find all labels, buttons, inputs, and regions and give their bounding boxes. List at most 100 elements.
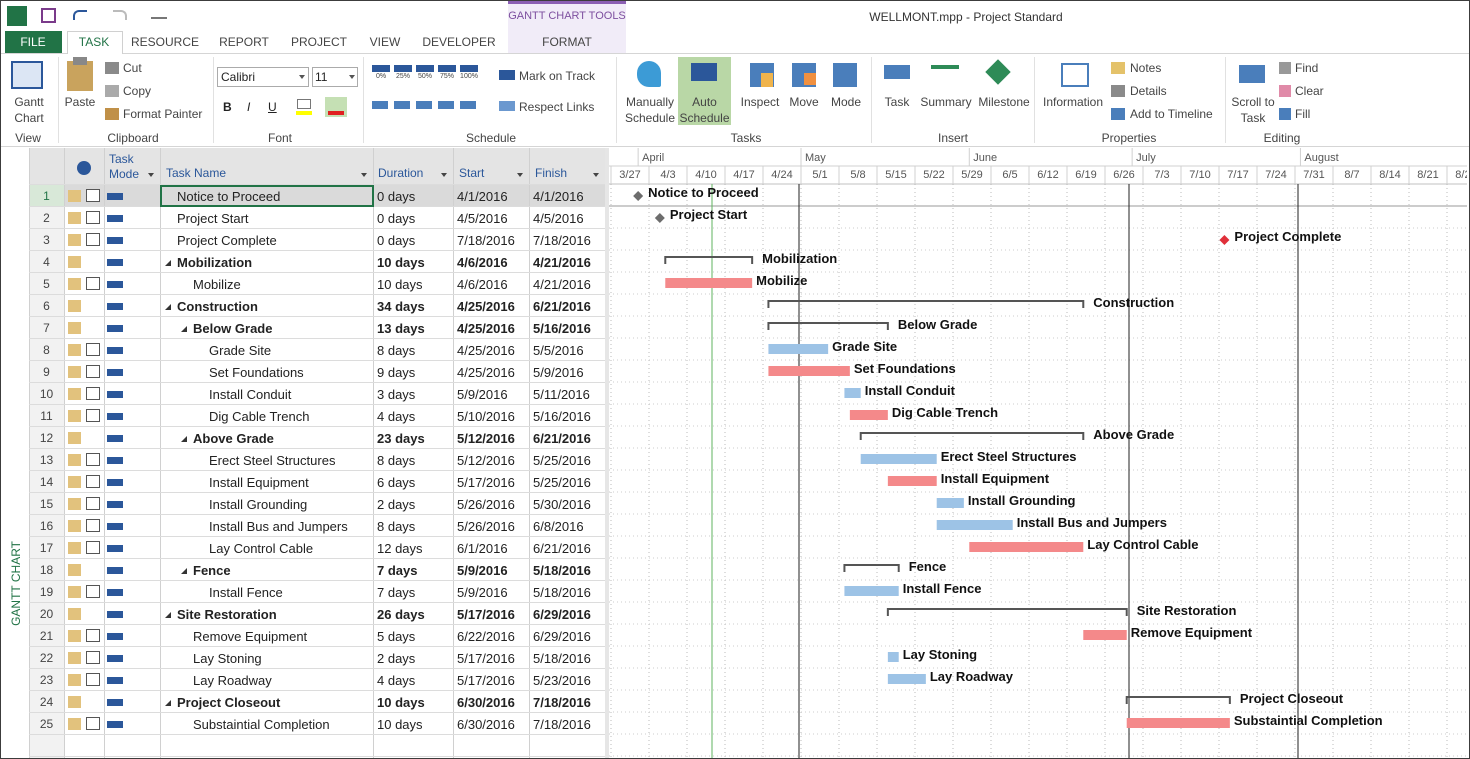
task-name[interactable]: Mobilize xyxy=(193,277,241,292)
tab[interactable]: PROJECT xyxy=(290,35,347,49)
task-name[interactable]: Lay Stoning xyxy=(193,651,262,666)
tab[interactable]: REPORT xyxy=(219,35,269,49)
task-name[interactable]: Construction xyxy=(177,299,258,314)
week-label: 6/5 xyxy=(1002,169,1017,181)
task-duration: 8 days xyxy=(377,453,416,468)
task-name[interactable]: Lay Control Cable xyxy=(209,541,314,556)
ribbon-button[interactable]: Inspect xyxy=(740,95,780,109)
task-name[interactable]: Above Grade xyxy=(193,431,274,446)
ribbon-button[interactable]: Task xyxy=(884,95,910,109)
ribbon-button[interactable]: Copy xyxy=(123,84,152,98)
week-label: 4/10 xyxy=(695,169,716,181)
info-icon xyxy=(77,161,91,175)
ribbon-button[interactable]: Details xyxy=(1130,84,1167,98)
ribbon-button[interactable]: Clear xyxy=(1295,84,1324,98)
ribbon-button[interactable]: Notes xyxy=(1130,61,1162,75)
task-name[interactable]: Install Fence xyxy=(209,585,283,600)
underline-button[interactable]: U xyxy=(268,100,277,114)
ribbon-button[interactable]: Milestone xyxy=(978,95,1030,109)
task-name[interactable]: Install Equipment xyxy=(209,475,309,490)
row-number: 15 xyxy=(39,497,54,511)
column-header[interactable]: Duration xyxy=(378,166,424,180)
task-name[interactable]: Install Conduit xyxy=(209,387,292,402)
ribbon-button[interactable]: Manually Schedule xyxy=(624,95,676,125)
percent-button[interactable]: 75% xyxy=(439,73,454,80)
bar-label: Install Fence xyxy=(903,581,982,596)
task-name[interactable]: Set Foundations xyxy=(209,365,304,380)
task-name[interactable]: Remove Equipment xyxy=(193,629,308,644)
column-header[interactable]: Finish xyxy=(535,166,568,180)
task-bar xyxy=(1126,718,1230,728)
ribbon-icon xyxy=(105,85,119,97)
task-name[interactable]: Fence xyxy=(193,563,231,578)
task-duration: 0 days xyxy=(377,233,416,248)
constraint-icon xyxy=(86,343,100,356)
ribbon-button[interactable]: Summary xyxy=(920,95,972,109)
task-name[interactable]: Project Start xyxy=(177,211,249,226)
bar-label: Lay Control Cable xyxy=(1087,537,1198,552)
tab[interactable]: RESOURCE xyxy=(130,35,199,49)
font-name[interactable]: Calibri xyxy=(221,70,256,84)
row-line xyxy=(29,426,605,427)
week-label: 7/3 xyxy=(1154,169,1169,181)
percent-button[interactable]: 100% xyxy=(460,73,478,80)
ribbon-button[interactable]: Format Painter xyxy=(123,107,203,121)
week-label: 8/21 xyxy=(1417,169,1438,181)
tab[interactable]: DEVELOPER xyxy=(422,35,496,49)
italic-button[interactable]: I xyxy=(247,100,251,114)
ribbon-icon xyxy=(691,63,717,81)
task-name[interactable]: Project Complete xyxy=(177,233,277,248)
bold-button[interactable]: B xyxy=(223,100,232,114)
row-line xyxy=(29,250,605,251)
ribbon-button[interactable]: Find xyxy=(1295,61,1319,75)
ribbon-button[interactable]: Move xyxy=(789,95,819,109)
gantt-chart: April May June July August 3/27 4/3 4/10 4/17 4/2… xyxy=(609,148,1467,758)
column-header[interactable]: Task Name xyxy=(166,166,227,180)
ribbon-button[interactable]: Cut xyxy=(123,61,142,75)
ribbon-button[interactable]: Add to Timeline xyxy=(1130,107,1213,121)
ribbon-button[interactable]: Respect Links xyxy=(519,100,595,114)
task-start: 4/25/2016 xyxy=(457,343,515,358)
task-name[interactable]: Notice to Proceed xyxy=(177,189,281,204)
ribbon-button[interactable]: Scroll to Task xyxy=(1231,95,1275,125)
ribbon-button[interactable]: Mode xyxy=(830,95,862,109)
task-name[interactable]: Erect Steel Structures xyxy=(209,453,336,468)
font-size[interactable]: 11 xyxy=(315,70,328,84)
task-name[interactable]: Below Grade xyxy=(193,321,273,336)
task-name[interactable]: Grade Site xyxy=(209,343,272,358)
task-name[interactable]: Dig Cable Trench xyxy=(209,409,310,424)
ribbon-icon xyxy=(1111,62,1125,74)
ribbon-button[interactable]: Mark on Track xyxy=(519,69,596,83)
note-icon xyxy=(68,520,81,532)
percent-button[interactable]: 50% xyxy=(417,73,432,80)
ribbon-button[interactable]: Fill xyxy=(1295,107,1311,121)
task-name[interactable]: Substaintial Completion xyxy=(193,717,330,732)
ribbon-button[interactable]: Paste xyxy=(64,95,96,109)
task-name[interactable]: Site Restoration xyxy=(177,607,277,622)
ribbon-button[interactable]: Gantt Chart xyxy=(14,95,44,125)
ribbon-button[interactable]: Auto Schedule xyxy=(679,95,730,125)
task-duration: 2 days xyxy=(377,651,416,666)
tab-rule xyxy=(1,53,1469,54)
constraint-icon xyxy=(86,189,100,202)
tab[interactable]: VIEW xyxy=(369,35,401,49)
task-name[interactable]: Install Grounding xyxy=(209,497,308,512)
highlight-bar xyxy=(296,111,312,115)
task-name[interactable]: Mobilization xyxy=(177,255,253,270)
task-name[interactable]: Lay Roadway xyxy=(193,673,272,688)
column-header[interactable]: Task Mode xyxy=(109,152,140,181)
tab[interactable]: FILE xyxy=(20,35,46,49)
column-header[interactable]: Start xyxy=(459,166,485,180)
row-line xyxy=(29,712,605,713)
percent-button[interactable]: 25% xyxy=(395,73,410,80)
task-name[interactable]: Project Closeout xyxy=(177,695,281,710)
milestone xyxy=(633,191,644,201)
tab[interactable]: FORMAT xyxy=(542,35,592,49)
ribbon-button[interactable]: Information xyxy=(1042,95,1104,109)
percent-button[interactable]: 0% xyxy=(375,73,387,80)
constraint-icon xyxy=(86,387,100,400)
constraint-icon xyxy=(86,475,100,488)
row-number: 8 xyxy=(43,343,50,357)
task-name[interactable]: Install Bus and Jumpers xyxy=(209,519,348,534)
tab-selected[interactable]: TASK xyxy=(78,35,110,49)
